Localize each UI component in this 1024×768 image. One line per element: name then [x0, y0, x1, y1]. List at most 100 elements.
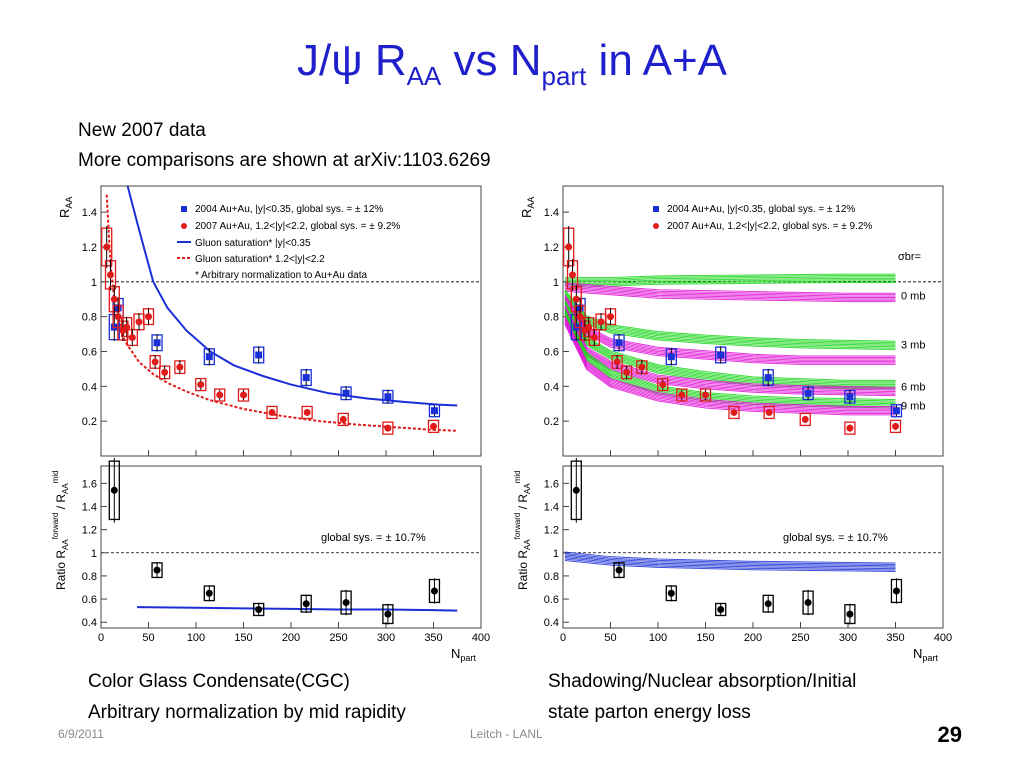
right-bottom-ytick-label: 1.4: [544, 502, 559, 514]
right-top-band-line: [564, 289, 896, 301]
right-top-data-point: [569, 271, 576, 279]
right-bottom-xtick-label: 150: [696, 632, 714, 644]
right-top-data-point: [576, 313, 584, 321]
right-top-sigma-label: σbr=: [898, 251, 921, 263]
left-bottom-ytick-label: 1: [91, 548, 97, 560]
right-bottom-data-point: [572, 486, 580, 494]
left-bottom-data-point: [430, 587, 438, 595]
right-top-data-point: [717, 351, 725, 359]
left-top-data-point: [255, 351, 263, 359]
right-top-syst-box: [728, 405, 740, 420]
left-top-data-point: [342, 389, 350, 397]
right-top-band-line: [564, 290, 896, 344]
right-top-data-point: [702, 391, 709, 399]
left-bottom-ytick-label: 1.4: [82, 502, 97, 514]
left-top-legend-blue-marker: [181, 206, 187, 212]
left-top-data-point: [384, 424, 392, 432]
right-top-band-line: [564, 319, 896, 412]
left-top-data-point: [205, 353, 213, 361]
right-top-band-line: [564, 273, 896, 279]
left-bottom-data-point: [302, 600, 310, 608]
left-bottom-xtick-label: 100: [187, 632, 205, 644]
right-bottom-syst-box: [715, 602, 727, 617]
left-bottom-xtick-label: 0: [98, 632, 104, 644]
left-bottom-data-point: [110, 486, 118, 494]
right-top-data-point: [585, 323, 593, 331]
right-top-band-label: 3 mb: [901, 340, 925, 352]
right-top-syst-box: [763, 405, 775, 420]
left-bottom-ylabel: Ratio RAAforward / RAAmid: [51, 470, 70, 590]
right-bottom-data-point: [892, 587, 900, 595]
left-bottom-xtick-label: 250: [329, 632, 347, 644]
left-bottom-xtick-label: 300: [377, 632, 395, 644]
right-bottom-frame: [562, 465, 944, 629]
right-top-data-point: [846, 424, 854, 432]
left-top-ytick-label: 0.6: [82, 346, 97, 358]
right-top-data-point: [659, 381, 667, 389]
right-top-ytick-label: 1.2: [544, 242, 559, 254]
right-bottom-band-line: [564, 555, 896, 568]
page-number: 29: [937, 722, 962, 747]
left-top-ylabel: RAA: [57, 197, 74, 218]
right-top-data-point: [730, 408, 738, 416]
left-top-ytick-label: 1.2: [82, 242, 97, 254]
left-bottom-data-point: [384, 610, 392, 618]
right-top-band-line: [564, 305, 896, 387]
left-bottom-data-point: [205, 589, 213, 597]
right-top-band-line: [564, 287, 896, 300]
left-bottom-ytick-label: 1.6: [82, 478, 97, 490]
right-top-band-line: [564, 297, 896, 351]
left-bottom-xlabel: Npart: [451, 646, 476, 663]
right-top-band-line: [564, 283, 896, 296]
right-bottom-xtick-label: 0: [560, 632, 566, 644]
left-top-ytick-label: 0.8: [82, 312, 97, 324]
left-bottom-data-point: [153, 566, 161, 574]
right-top-band-line: [564, 275, 896, 280]
caption-left-line1: Color Glass Condensate(CGC): [88, 671, 350, 692]
right-top-data-point: [597, 318, 605, 326]
left-bottom-syst-box: [253, 602, 265, 617]
left-top-data-point: [302, 374, 310, 382]
left-top-syst-box: [266, 405, 278, 420]
caption-right-line2: state parton energy loss: [548, 702, 751, 723]
left-top-data-point: [135, 318, 143, 326]
right-bottom-data-point: [615, 566, 623, 574]
left-top-syst-box: [428, 404, 441, 418]
left-top-data-point: [107, 271, 114, 279]
left-bottom-xtick-label: 400: [472, 632, 490, 644]
right-top-data-point: [892, 422, 899, 430]
left-bottom-frame: [100, 465, 482, 629]
left-bottom-ytick-label: 0.8: [82, 571, 97, 583]
right-top-syst-box: [676, 388, 688, 402]
right-top-data-point: [804, 389, 812, 397]
left-top-legend-footnote: * Arbitrary normalization to Au+Au data: [195, 270, 367, 281]
right-top-band-line: [564, 296, 896, 349]
right-bottom-band-line: [564, 559, 896, 572]
left-top-ytick-label: 1: [91, 277, 97, 289]
left-bottom-ytick-label: 0.4: [82, 617, 97, 629]
left-top-data-point: [430, 422, 437, 430]
right-bottom-ytick-label: 0.6: [544, 594, 559, 606]
right-bottom-xlabel: Npart: [913, 646, 938, 663]
right-top-data-point: [572, 295, 580, 303]
left-bottom-xtick-label: 50: [142, 632, 154, 644]
right-top-band-label: 9 mb: [901, 400, 925, 412]
left-top-data-point: [303, 408, 311, 416]
left-top-data-point: [110, 295, 118, 303]
left-top-data-point: [103, 243, 111, 251]
right-bottom-band-line: [564, 552, 896, 565]
right-bottom-global-sys: global sys. = ± 10.7%: [783, 532, 888, 544]
left-top-data-point: [339, 415, 347, 423]
left-top-ytick-label: 1.4: [82, 207, 97, 219]
right-top-syst-box: [844, 421, 856, 435]
left-top-data-point: [128, 334, 136, 342]
left-top-legend-blue: 2004 Au+Au, |y|<0.35, global sys. = ± 12…: [195, 204, 383, 215]
left-top-data-point: [268, 408, 276, 416]
right-top-data-point: [638, 363, 646, 371]
left-top-data-point: [384, 393, 392, 401]
right-bottom-ytick-label: 1.6: [544, 478, 559, 490]
right-top-band-line: [564, 306, 896, 388]
footer-author: Leitch - LANL: [470, 727, 543, 741]
left-top-ytick-label: 0.2: [82, 416, 97, 428]
left-top-data-point: [240, 391, 247, 399]
